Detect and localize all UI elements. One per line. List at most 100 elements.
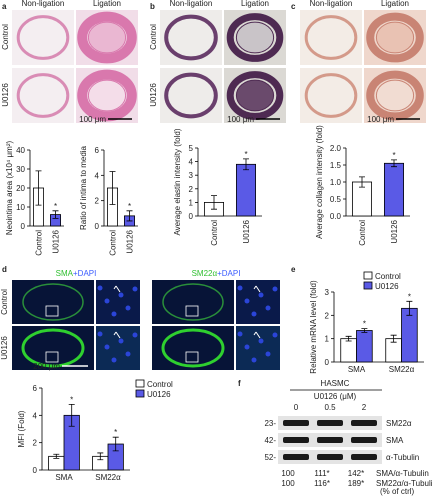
vessel-wall <box>162 283 224 321</box>
panel-letter: e <box>291 265 296 274</box>
arrow <box>113 331 121 339</box>
zoom-image <box>236 280 280 324</box>
nucleus <box>104 298 110 304</box>
scale-label: 100 μm <box>367 115 394 124</box>
x-tick-label: U0126 <box>242 219 251 243</box>
vessel-wall <box>16 73 70 118</box>
band <box>351 420 377 426</box>
nucleus <box>265 351 271 357</box>
vessel-wall <box>21 328 85 368</box>
row-label: Control <box>1 24 10 50</box>
y-tick-label: 6 <box>33 384 38 393</box>
error-bar <box>359 176 365 188</box>
zoom-box <box>45 351 59 363</box>
mw-marker: 42- <box>264 436 276 445</box>
nucleus <box>265 305 271 311</box>
legend-swatch <box>363 281 373 290</box>
dose-label: 2 <box>362 403 367 412</box>
row-label: Control <box>149 24 158 50</box>
bar <box>340 338 357 363</box>
band <box>317 437 343 443</box>
zoom-box <box>185 351 199 363</box>
vessel-lumen <box>375 79 415 112</box>
vessel-wall <box>304 15 358 60</box>
y-tick-label: 30 <box>16 165 25 174</box>
vessel-lumen <box>235 79 275 112</box>
panel-letter: d <box>2 265 7 274</box>
bar <box>356 330 373 363</box>
band <box>317 420 343 426</box>
y-tick-label: 0 <box>95 222 100 231</box>
y-tick-label: 2 <box>33 439 38 448</box>
dose-label: 0 <box>294 403 299 412</box>
x-tick-label: SM22α <box>95 473 121 482</box>
arrow <box>113 285 121 293</box>
bar <box>383 162 404 217</box>
y-tick-label: 0 <box>189 212 194 221</box>
y-tick-label: 20 <box>16 184 25 193</box>
error-bar <box>52 210 59 219</box>
quant-value: 111* <box>314 469 329 478</box>
fluorescence-image <box>152 326 234 370</box>
y-tick-label: 2 <box>95 197 100 206</box>
legend-label: Control <box>147 380 173 389</box>
micrograph <box>160 68 222 123</box>
x-tick-label: Control <box>210 220 219 246</box>
zoom-image <box>96 280 140 324</box>
error-bar <box>211 195 217 210</box>
band <box>317 454 343 460</box>
vessel-wall <box>22 283 84 321</box>
scale-label: 200 μm <box>33 362 60 371</box>
micrograph <box>300 68 362 123</box>
y-tick-label: 4 <box>95 171 100 180</box>
error-bar <box>35 170 42 206</box>
legend-label: U0126 <box>147 390 171 399</box>
legend-swatch <box>363 271 373 280</box>
vessel-wall <box>366 12 424 63</box>
fluorescence-image <box>12 280 94 324</box>
nucleus <box>97 285 103 291</box>
vessel-lumen <box>235 21 275 54</box>
column-header: Ligation <box>241 0 269 8</box>
nucleus <box>237 331 243 337</box>
significance-mark: * <box>408 292 411 301</box>
vessel-lumen <box>87 21 127 54</box>
error-bar <box>126 210 133 222</box>
y-tick-label: 6 <box>95 146 100 155</box>
y-axis-label: Average elastin intensity (fold) <box>173 128 182 235</box>
vessel-wall <box>161 328 225 368</box>
x-tick-label: U0126 <box>52 229 61 253</box>
column-header: Ligation <box>93 0 121 8</box>
y-tick-label: 4 <box>33 411 38 420</box>
y-tick-label: 1.0 <box>330 178 342 187</box>
x-tick-label: U0126 <box>126 229 135 253</box>
legend-swatch <box>135 379 145 388</box>
stain-label: SM22α <box>192 269 218 278</box>
error-bar <box>390 334 397 343</box>
nucleus <box>251 357 257 363</box>
nucleus <box>132 286 138 292</box>
x-tick-label: Control <box>35 230 44 256</box>
y-axis-label: Neointima area (x10⁴ μm²) <box>5 141 14 236</box>
nucleus <box>111 357 117 363</box>
error-bar <box>53 453 60 459</box>
panel-letter: f <box>238 379 241 388</box>
error-bar <box>361 328 368 333</box>
error-bar <box>97 452 104 461</box>
quant-value: 116* <box>314 479 330 488</box>
nucleus <box>132 332 138 338</box>
column-header: Non-ligation <box>170 0 213 8</box>
micrograph <box>12 68 74 123</box>
error-bar <box>391 159 397 168</box>
y-tick-label: 0 <box>325 358 330 367</box>
x-tick-label: Control <box>358 220 367 246</box>
band <box>283 420 309 426</box>
y-axis-label: MFI (Fold) <box>17 410 26 447</box>
y-tick-label: 2 <box>189 185 194 194</box>
band <box>351 454 377 460</box>
arrow <box>253 285 261 293</box>
quant-label: SM22α/α-Tubulin <box>376 479 432 488</box>
band <box>283 454 309 460</box>
nucleus <box>244 298 250 304</box>
y-tick-label: 0 <box>21 222 26 231</box>
